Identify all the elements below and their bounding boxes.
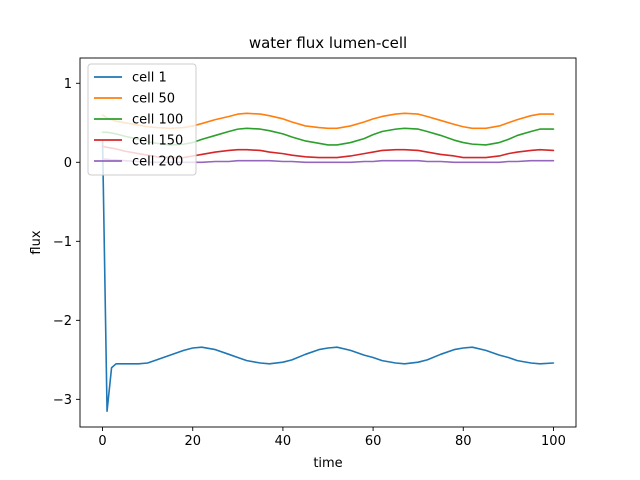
axes-frame	[79, 57, 577, 428]
legend: cell 1 cell 50 cell 100 cell 150 cell 200	[87, 63, 197, 176]
legend-box	[87, 63, 197, 176]
x-tick-label: 100	[541, 434, 566, 449]
legend-label-cell-150: cell 150	[132, 134, 183, 149]
series-line-cell-1	[101, 139, 555, 413]
y-tick-label: −1	[53, 235, 72, 250]
y-axis-title: flux	[29, 230, 44, 254]
y-tick-label: 1	[64, 77, 72, 92]
y-tick-label: −3	[53, 393, 72, 408]
x-tick-label: 40	[275, 434, 292, 449]
x-tick-label: 60	[365, 434, 382, 449]
y-tick-label: 0	[64, 156, 72, 171]
x-tick-label: 20	[184, 434, 201, 449]
legend-label-cell-1: cell 1	[132, 71, 167, 86]
y-tick-label: −2	[53, 314, 72, 329]
x-axis-title: time	[313, 456, 342, 471]
chart-title: water flux lumen-cell	[249, 34, 407, 52]
legend-label-cell-100: cell 100	[132, 113, 183, 128]
x-tick-label: 80	[455, 434, 472, 449]
legend-label-cell-50: cell 50	[132, 92, 175, 107]
x-tick-label: 0	[98, 434, 106, 449]
axes: 0 20 40 60 80 100 −3 −2 −1 0 1	[53, 57, 577, 449]
legend-label-cell-200: cell 200	[132, 155, 183, 170]
